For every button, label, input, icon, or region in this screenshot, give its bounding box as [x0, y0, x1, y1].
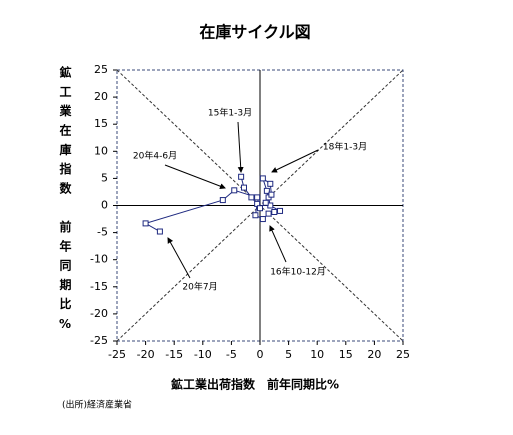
- data-point: [267, 180, 274, 187]
- source: (出所)経済産業省: [62, 399, 132, 411]
- data-point: [252, 212, 259, 219]
- annotation: 15年1-3月: [208, 107, 252, 119]
- y-tick-label: 20: [94, 90, 108, 103]
- data-point: [262, 199, 269, 206]
- x-axis-label: 鉱工業出荷指数 前年同期比%: [171, 377, 339, 392]
- data-point: [238, 173, 245, 180]
- chart-title: 在庫サイクル図: [199, 23, 310, 42]
- data-point: [277, 207, 284, 214]
- y-tick-label: 10: [94, 144, 108, 157]
- annotation-arrow: [271, 149, 319, 173]
- data-point: [257, 205, 263, 212]
- y-tick-label: -20: [90, 307, 108, 320]
- annotation-arrow: [164, 164, 226, 190]
- annotation: 18年1-3月: [323, 141, 367, 153]
- data-point: [265, 210, 272, 217]
- data-line: [144, 176, 282, 232]
- x-tick-label: 20: [367, 348, 381, 361]
- y-tick-label: -5: [97, 226, 108, 239]
- y-tick-label: -25: [90, 334, 108, 347]
- x-tick-label: -20: [137, 348, 155, 361]
- data-point: [268, 191, 275, 198]
- data-point: [254, 194, 261, 201]
- x-tick-label: -15: [165, 348, 183, 361]
- data-point: [231, 187, 238, 194]
- y-tick-label: 5: [101, 171, 108, 184]
- data-point: [219, 197, 226, 204]
- y-axis-label: 鉱工業在庫指数 前年同期比%: [58, 66, 72, 339]
- annotation: 20年7月: [182, 281, 217, 293]
- y-tick-label: 0: [101, 199, 108, 212]
- x-tick-label: -10: [194, 348, 212, 361]
- x-tick-label: -25: [108, 348, 126, 361]
- y-tick-label: 25: [94, 63, 108, 76]
- data-point: [248, 194, 255, 201]
- x-tick-label: 15: [339, 348, 353, 361]
- annotation: 20年4-6月: [133, 150, 177, 162]
- x-tick-label: 0: [257, 348, 264, 361]
- data-point: [263, 187, 270, 194]
- data-point: [156, 228, 163, 235]
- data-point: [240, 184, 247, 191]
- annotation-arrow: [269, 225, 287, 263]
- x-tick-label: 10: [310, 348, 324, 361]
- data-point: [259, 216, 266, 223]
- y-tick-label: -10: [90, 253, 108, 266]
- annotation-arrow: [237, 121, 244, 173]
- y-tick-label: -15: [90, 280, 108, 293]
- data-point: [259, 175, 266, 182]
- x-tick-label: -5: [226, 348, 237, 361]
- data-point: [142, 220, 149, 227]
- y-tick-label: 15: [94, 117, 108, 130]
- data-point: [271, 209, 278, 216]
- annotation: 16年10-12月: [270, 266, 326, 278]
- x-tick-label: 25: [396, 348, 410, 361]
- x-tick-label: 5: [285, 348, 292, 361]
- annotation-arrow: [167, 237, 191, 279]
